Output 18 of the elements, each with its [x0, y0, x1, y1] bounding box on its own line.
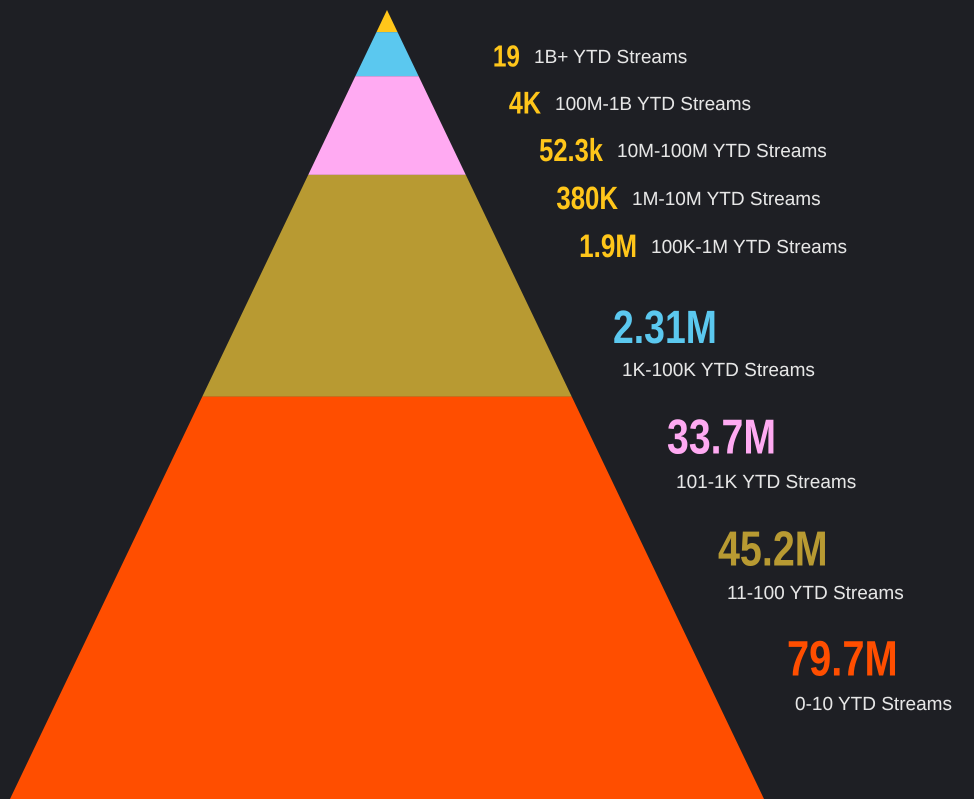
category-label: 10M-100M YTD Streams [617, 141, 827, 162]
category-label: 100K-1M YTD Streams [651, 237, 848, 258]
data-label: 19 [492, 38, 520, 74]
data-label: 2.31M [613, 300, 717, 353]
data-label: 33.7M [667, 410, 776, 465]
data-label: 4K [508, 86, 542, 122]
category-label: 1M-10M YTD Streams [632, 189, 821, 210]
data-label: 52.3k [539, 133, 604, 169]
data-label: 45.2M [718, 522, 828, 577]
category-label: 101-1K YTD Streams [676, 472, 856, 494]
data-label: 79.7M [787, 630, 898, 687]
category-label: 0-10 YTD Streams [795, 694, 952, 716]
category-label: 100M-1B YTD Streams [555, 94, 752, 116]
category-label: 11-100 YTD Streams [727, 583, 904, 604]
category-label: 1B+ YTD Streams [534, 47, 688, 68]
data-label: 380K [556, 181, 618, 217]
category-label: 1K-100K YTD Streams [622, 360, 815, 382]
data-label: 1.9M [579, 228, 637, 265]
